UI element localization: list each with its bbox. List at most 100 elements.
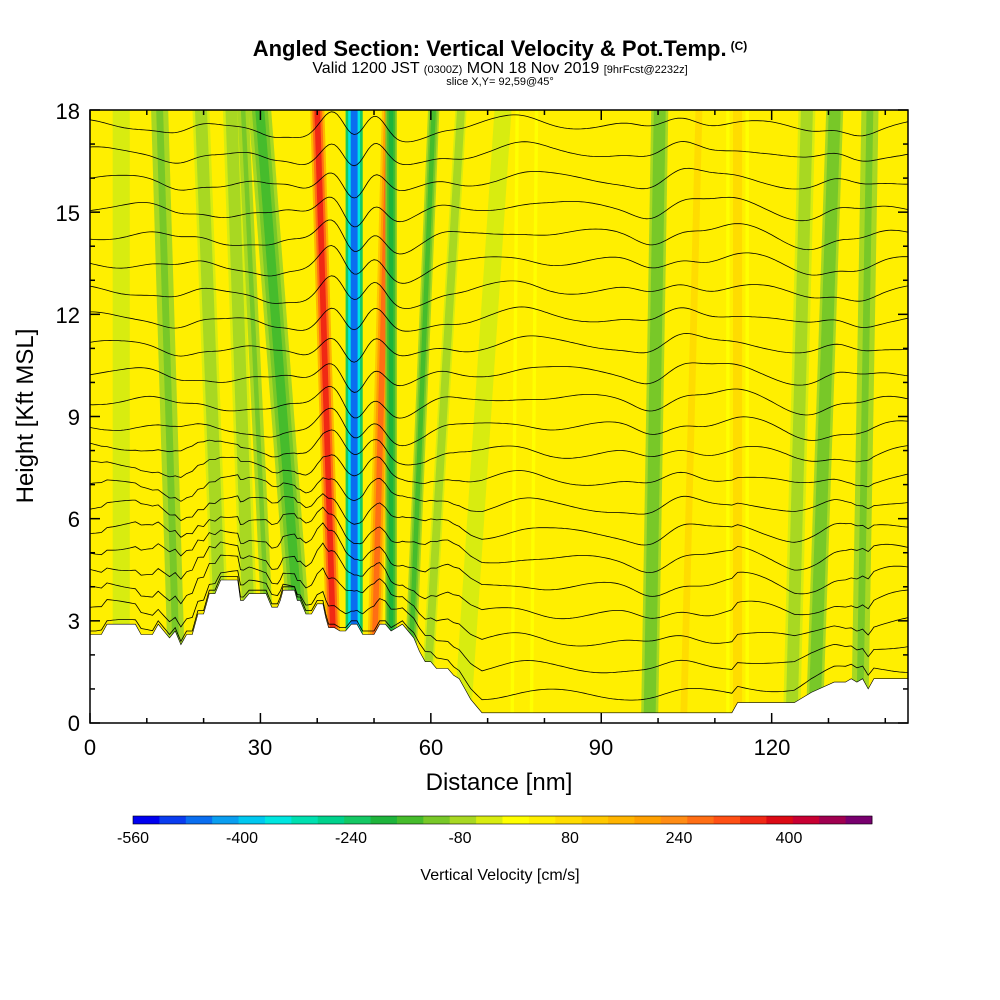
theta-contour	[90, 429, 908, 466]
w-band	[856, 110, 874, 723]
w-band	[733, 110, 743, 723]
w-band	[350, 110, 358, 723]
terrain-profile	[90, 579, 908, 723]
slice-info: slice X,Y= 92,59@45°	[446, 76, 554, 88]
potential-temperature-contours	[90, 111, 908, 701]
colorbar-tick-label: 240	[666, 830, 693, 847]
y-tick-label: 12	[56, 303, 80, 328]
w-band	[156, 110, 182, 723]
x-tick-label: 120	[754, 735, 791, 760]
colorbar-swatch	[819, 816, 846, 824]
colorbar-frame	[132, 815, 873, 825]
theta-contour	[90, 196, 908, 228]
theta-contour	[90, 111, 908, 143]
colorbar-tick-label: -400	[226, 830, 258, 847]
colorbar-swatch	[687, 816, 715, 824]
colorbar-swatch	[370, 816, 398, 824]
valid-utc: (0300Z)	[423, 64, 463, 76]
colorbar-swatch	[159, 816, 187, 824]
x-tick-label: 0	[84, 735, 96, 760]
theta-contour	[90, 554, 908, 647]
theta-contour	[90, 362, 908, 393]
colorbar-tick-label: -240	[335, 830, 367, 847]
colorbar-swatch	[660, 816, 688, 824]
theta-contour	[90, 141, 908, 167]
w-band	[517, 110, 532, 723]
valid-prefix: Valid 1200 JST	[312, 60, 420, 77]
theta-contour	[90, 522, 908, 597]
w-band	[197, 110, 227, 723]
w-band	[255, 110, 311, 723]
colorbar-labels: -560 -400 -240 -80 80 240 400 Vertical V…	[117, 830, 802, 884]
w-band	[240, 110, 274, 723]
colorbar-swatch	[185, 816, 213, 824]
y-axis: 0 3 6 9 12 15 18 Height [Kft MSL]	[12, 99, 80, 736]
w-band	[405, 110, 436, 723]
theta-contour	[90, 333, 908, 363]
y-tick-label: 15	[56, 201, 80, 226]
colorbar-swatch	[740, 816, 767, 824]
w-band	[810, 110, 839, 723]
colorbar-swatch	[264, 816, 292, 824]
theta-contour	[90, 493, 908, 546]
chart-title-unit: (C)	[730, 39, 748, 53]
colorbar-title: Vertical Velocity [cm/s]	[420, 867, 579, 884]
theta-contour	[90, 275, 908, 309]
w-band	[388, 110, 394, 723]
theta-contour	[90, 219, 908, 255]
theta-contour	[90, 407, 908, 447]
chart-title-text: Angled Section: Vertical Velocity & Pot.…	[252, 36, 727, 61]
y-axis-title: Height [Kft MSL]	[12, 329, 39, 504]
colorbar	[132, 815, 873, 825]
plot-area	[89, 109, 909, 724]
colorbar-swatch	[713, 816, 741, 824]
x-tick-label: 30	[248, 735, 272, 760]
colorbar-swatch	[317, 816, 345, 824]
theta-contour	[90, 474, 908, 515]
colorbar-swatch	[634, 816, 662, 824]
theta-contour	[90, 385, 908, 419]
terrain-mask	[90, 579, 908, 723]
valid-date: MON 18 Nov 2019	[466, 60, 600, 77]
theta-contour	[90, 576, 908, 701]
theta-contour	[90, 454, 908, 488]
colorbar-swatch	[766, 816, 794, 824]
w-band	[117, 110, 125, 723]
theta-contour	[90, 506, 908, 574]
colorbar-swatch	[291, 816, 319, 824]
colorbar-tick-label: 80	[561, 830, 579, 847]
colorbar-swatch	[133, 816, 160, 824]
chart-valid-time: Valid 1200 JST (0300Z) MON 18 Nov 2019 […	[0, 60, 1000, 78]
theta-contour	[90, 570, 908, 674]
w-band	[646, 110, 664, 723]
w-band	[422, 110, 464, 723]
y-tick-label: 9	[68, 405, 80, 430]
colorbar-swatch	[581, 816, 609, 824]
chart-title: Angled Section: Vertical Velocity & Pot.…	[0, 36, 1000, 62]
y-tick-label: 6	[68, 507, 80, 532]
colorbar-swatch	[555, 816, 583, 824]
colorbar-tick-label: -560	[117, 830, 149, 847]
x-tick-label: 60	[419, 735, 443, 760]
x-axis: 0 30 60 90 120 Distance [nm]	[84, 735, 790, 796]
colorbar-swatch	[396, 816, 424, 824]
colorbar-swatch	[792, 816, 820, 824]
colorbar-swatch	[476, 816, 503, 824]
x-axis-title: Distance [nm]	[426, 769, 573, 796]
colorbar-tick-label: 400	[776, 830, 803, 847]
colorbar-swatch	[344, 816, 371, 824]
colorbar-swatch	[502, 816, 530, 824]
w-band	[458, 110, 507, 723]
theta-contour	[90, 167, 908, 199]
w-band	[314, 110, 339, 723]
theta-contour	[90, 306, 908, 332]
colorbar-swatch	[608, 816, 635, 824]
theta-contour	[90, 541, 908, 620]
theta-contour	[90, 245, 908, 284]
colorbar-swatch	[845, 816, 873, 824]
colorbar-swatch	[423, 816, 451, 824]
forecast-info: [9hrFcst@2232z]	[603, 64, 688, 76]
y-tick-label: 0	[68, 711, 80, 736]
colorbar-swatch	[212, 816, 239, 824]
